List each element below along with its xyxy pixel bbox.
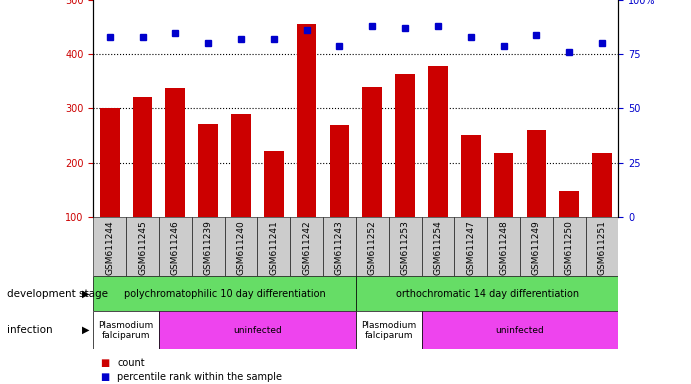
Bar <box>493 153 513 217</box>
Text: GSM611240: GSM611240 <box>236 220 245 275</box>
Bar <box>257 217 290 276</box>
Bar <box>363 87 382 217</box>
Text: ▶: ▶ <box>82 325 90 335</box>
Text: GSM611250: GSM611250 <box>565 220 574 275</box>
Bar <box>290 217 323 276</box>
Bar <box>356 217 388 276</box>
Bar <box>560 191 579 217</box>
Bar <box>586 217 618 276</box>
Text: GSM611248: GSM611248 <box>499 220 508 275</box>
Bar <box>422 311 618 349</box>
Text: Plasmodium
falciparum: Plasmodium falciparum <box>361 321 416 340</box>
Text: ■: ■ <box>100 358 109 368</box>
Text: development stage: development stage <box>7 289 108 299</box>
Bar <box>461 134 481 217</box>
Bar <box>93 217 126 276</box>
Bar <box>527 130 547 217</box>
Text: GSM611239: GSM611239 <box>204 220 213 275</box>
Bar <box>356 311 422 349</box>
Text: Plasmodium
falciparum: Plasmodium falciparum <box>99 321 153 340</box>
Bar <box>297 25 316 217</box>
Text: ■: ■ <box>100 372 109 382</box>
Text: GSM611246: GSM611246 <box>171 220 180 275</box>
Text: GSM611245: GSM611245 <box>138 220 147 275</box>
Text: GSM611253: GSM611253 <box>401 220 410 275</box>
Text: GSM611254: GSM611254 <box>433 220 442 275</box>
Bar <box>198 124 218 217</box>
Text: GSM611244: GSM611244 <box>105 220 114 275</box>
Text: GSM611241: GSM611241 <box>269 220 278 275</box>
Bar <box>100 108 120 217</box>
Bar <box>592 153 612 217</box>
Text: GSM611243: GSM611243 <box>335 220 344 275</box>
Bar <box>264 151 283 217</box>
Bar <box>93 311 159 349</box>
Bar <box>192 217 225 276</box>
Bar <box>225 217 257 276</box>
Bar <box>428 66 448 217</box>
Text: infection: infection <box>7 325 53 335</box>
Bar <box>520 217 553 276</box>
Text: orthochromatic 14 day differentiation: orthochromatic 14 day differentiation <box>395 289 579 299</box>
Bar <box>487 217 520 276</box>
Bar <box>159 217 192 276</box>
Bar <box>395 74 415 217</box>
Bar <box>356 276 618 311</box>
Text: GSM611249: GSM611249 <box>532 220 541 275</box>
Text: GSM611252: GSM611252 <box>368 220 377 275</box>
Bar <box>323 217 356 276</box>
Text: percentile rank within the sample: percentile rank within the sample <box>117 372 283 382</box>
Text: GSM611251: GSM611251 <box>598 220 607 275</box>
Bar <box>133 96 153 217</box>
Bar <box>553 217 586 276</box>
Bar <box>126 217 159 276</box>
Bar <box>231 114 251 217</box>
Bar <box>159 311 356 349</box>
Text: uninfected: uninfected <box>233 326 282 335</box>
Text: ▶: ▶ <box>82 289 90 299</box>
Bar <box>166 88 185 217</box>
Text: polychromatophilic 10 day differentiation: polychromatophilic 10 day differentiatio… <box>124 289 325 299</box>
Bar <box>455 217 487 276</box>
Text: GSM611247: GSM611247 <box>466 220 475 275</box>
Text: count: count <box>117 358 145 368</box>
Text: GSM611242: GSM611242 <box>302 220 311 275</box>
Text: uninfected: uninfected <box>495 326 545 335</box>
Bar <box>330 125 350 217</box>
Bar <box>388 217 422 276</box>
Bar <box>93 276 356 311</box>
Bar <box>422 217 455 276</box>
